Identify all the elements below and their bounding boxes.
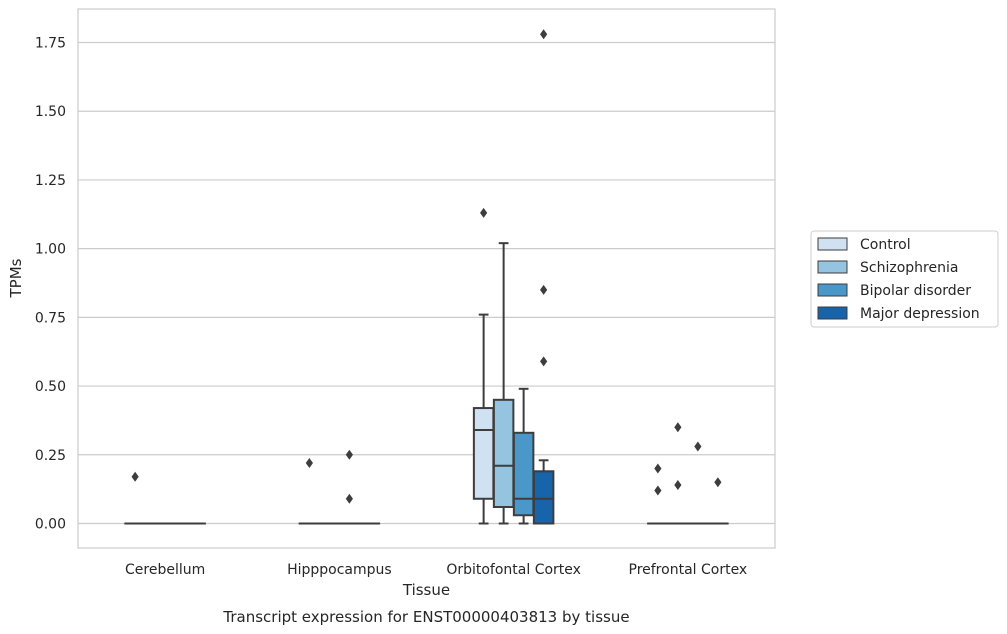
outlier-point <box>345 493 353 504</box>
y-tick-label: 0.00 <box>35 517 66 533</box>
y-axis-ticks: 0.00 0.25 0.50 0.75 1.00 1.25 1.50 1.75 <box>35 36 66 533</box>
box-plot-series <box>124 29 729 525</box>
box-prefrontal-cortex <box>667 422 689 525</box>
outlier-point <box>540 29 548 40</box>
box-orbitofontal-cortex <box>512 387 535 525</box>
legend-label: Schizophrenia <box>860 260 958 276</box>
x-tick-label: Cerebellum <box>125 562 205 578</box>
outlier-point <box>345 449 353 460</box>
outlier-point <box>540 284 548 295</box>
box-prefrontal-cortex <box>707 477 729 525</box>
y-tick-label: 0.75 <box>35 310 66 326</box>
series-schizophrenia <box>144 242 689 525</box>
outlier-point <box>480 207 488 218</box>
chart-caption: Transcript expression for ENST0000040381… <box>222 608 629 626</box>
series-control <box>124 207 669 525</box>
outlier-point <box>654 463 662 474</box>
box-orbitofontal-cortex <box>472 207 495 525</box>
x-axis-label: Tissue <box>402 581 450 599</box>
y-tick-label: 1.00 <box>35 242 66 258</box>
outlier-point <box>654 485 662 496</box>
outlier-point <box>131 471 139 482</box>
outlier-point <box>694 441 702 452</box>
y-axis-label: TPMs <box>7 258 25 298</box>
outlier-point <box>674 480 682 491</box>
y-tick-label: 1.25 <box>35 173 66 189</box>
box-cerebellum <box>124 471 146 525</box>
box-body <box>512 431 535 517</box>
box-body <box>492 398 515 509</box>
legend-label: Control <box>860 237 911 253</box>
x-tick-label: Hipppocampus <box>287 562 392 578</box>
outlier-point <box>540 356 548 367</box>
legend-swatch <box>817 283 848 297</box>
legend-frame <box>810 230 999 328</box>
box-body <box>472 407 495 500</box>
y-tick-label: 1.75 <box>35 36 66 52</box>
box-hipppocampus <box>338 449 361 525</box>
grid-lines <box>78 41 775 525</box>
y-tick-label: 1.50 <box>35 104 66 120</box>
outlier-point <box>305 458 313 469</box>
x-axis-ticks: Cerebellum Hipppocampus Orbitofontal Corte… <box>125 562 747 578</box>
legend: Control Schizophrenia Bipolar disorder Majo… <box>810 230 999 328</box>
plot-frame <box>77 8 776 549</box>
y-tick-label: 0.25 <box>35 448 66 464</box>
legend-items: Control Schizophrenia Bipolar disorder Majo… <box>817 237 980 322</box>
outlier-point <box>674 422 682 433</box>
x-tick-label: Orbitofontal Cortex <box>446 562 581 578</box>
y-tick-label: 0.50 <box>35 379 66 395</box>
box-orbitofontal-cortex <box>532 29 555 525</box>
box-hipppocampus <box>298 458 321 525</box>
series-bipolar-disorder <box>164 387 709 525</box>
box-orbitofontal-cortex <box>492 242 515 525</box>
legend-swatch <box>817 306 848 320</box>
x-tick-label: Prefrontal Cortex <box>629 562 748 578</box>
legend-swatch <box>817 260 848 274</box>
box-body <box>532 470 555 525</box>
legend-label: Bipolar disorder <box>860 283 971 299</box>
legend-label: Major depression <box>860 306 980 322</box>
series-major-depression <box>184 29 729 525</box>
box-prefrontal-cortex <box>687 441 709 525</box>
box-prefrontal-cortex <box>647 463 669 525</box>
outlier-point <box>714 477 722 488</box>
legend-swatch <box>817 237 848 251</box>
